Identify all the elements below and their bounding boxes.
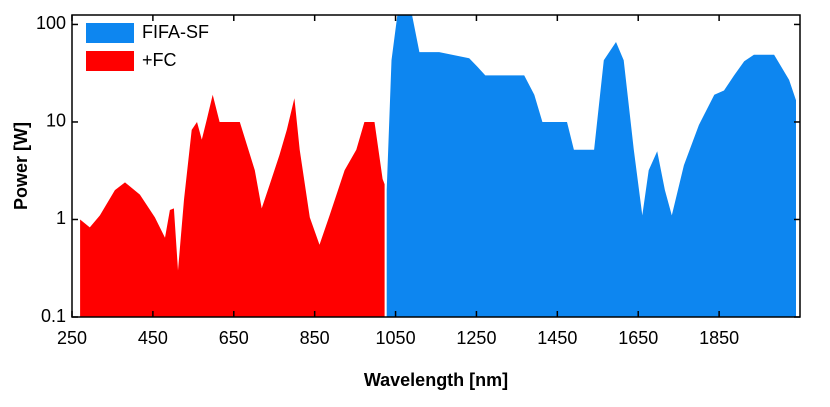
x-tick-label: 1050 <box>376 328 416 348</box>
x-tick-label: 650 <box>219 328 249 348</box>
legend-label: FIFA-SF <box>142 22 209 42</box>
y-tick-label: 1 <box>56 208 66 228</box>
y-tick-label: 100 <box>36 13 66 33</box>
legend-swatch <box>86 23 134 43</box>
area <box>80 94 385 317</box>
y-axis-label: Power [W] <box>11 122 31 210</box>
x-tick-label: 850 <box>300 328 330 348</box>
x-tick-label: 1650 <box>618 328 658 348</box>
x-tick-label: 450 <box>138 328 168 348</box>
area <box>386 15 796 317</box>
plot-frame <box>71 14 801 318</box>
plot-area <box>80 15 796 317</box>
x-tick-label: 1250 <box>456 328 496 348</box>
y-tick-label: 10 <box>46 111 66 131</box>
legend-label: +FC <box>142 50 177 70</box>
x-axis-label: Wavelength [nm] <box>364 370 508 390</box>
y-tick-label: 0.1 <box>41 306 66 326</box>
x-tick-label: 250 <box>57 328 87 348</box>
x-tick-label: 1450 <box>537 328 577 348</box>
legend-swatch <box>86 51 134 71</box>
x-tick-label: 1850 <box>699 328 739 348</box>
